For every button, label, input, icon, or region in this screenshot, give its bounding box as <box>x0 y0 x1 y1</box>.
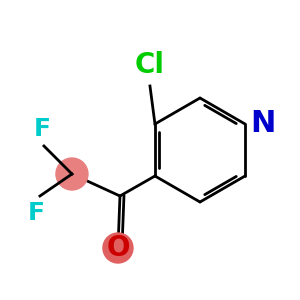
Text: N: N <box>250 110 275 139</box>
Text: F: F <box>34 117 50 141</box>
Text: F: F <box>28 201 44 225</box>
Text: Cl: Cl <box>135 51 165 79</box>
Text: O: O <box>106 234 130 262</box>
Circle shape <box>103 233 133 263</box>
Circle shape <box>56 158 88 190</box>
